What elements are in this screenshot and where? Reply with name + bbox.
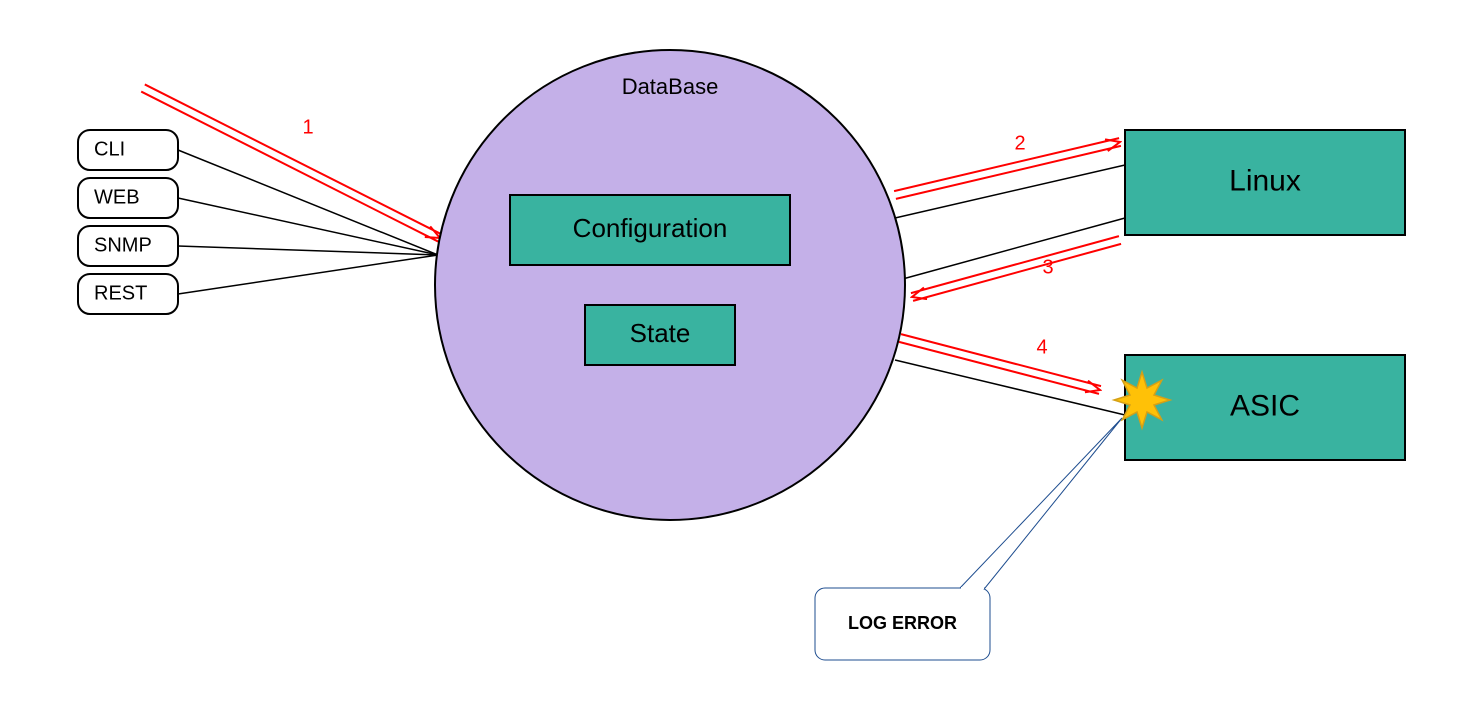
state-label: State xyxy=(630,318,691,348)
database-circle xyxy=(435,50,905,520)
arrow-label-2: 2 xyxy=(1014,132,1025,154)
connector-line xyxy=(899,218,1125,280)
protocol-label-web: WEB xyxy=(94,186,140,208)
database-title: DataBase xyxy=(622,74,719,99)
arrow-label-3: 3 xyxy=(1042,256,1053,278)
callout-label: LOG ERROR xyxy=(848,613,957,633)
connector-line xyxy=(178,255,438,294)
linux-label: Linux xyxy=(1229,164,1301,197)
connector-line xyxy=(895,360,1125,415)
arrow-1 xyxy=(141,84,442,241)
error-star-icon xyxy=(1114,372,1170,428)
arrow-label-4: 4 xyxy=(1036,336,1047,358)
arrow-2 xyxy=(894,138,1121,199)
connector-line xyxy=(178,198,438,255)
protocol-label-cli: CLI xyxy=(94,138,125,160)
protocol-label-rest: REST xyxy=(94,282,147,304)
asic-label: ASIC xyxy=(1230,389,1300,422)
protocol-pill-cli xyxy=(78,130,178,170)
architecture-diagram: 1 2 3 4 DataBase Configuration State CLI WEB SNMP… xyxy=(0,0,1484,724)
configuration-label: Configuration xyxy=(573,213,728,243)
protocol-label-snmp: SNMP xyxy=(94,234,152,256)
connector-line xyxy=(178,246,438,255)
arrow-label-1: 1 xyxy=(302,116,313,138)
callout-pointer xyxy=(960,418,1122,588)
